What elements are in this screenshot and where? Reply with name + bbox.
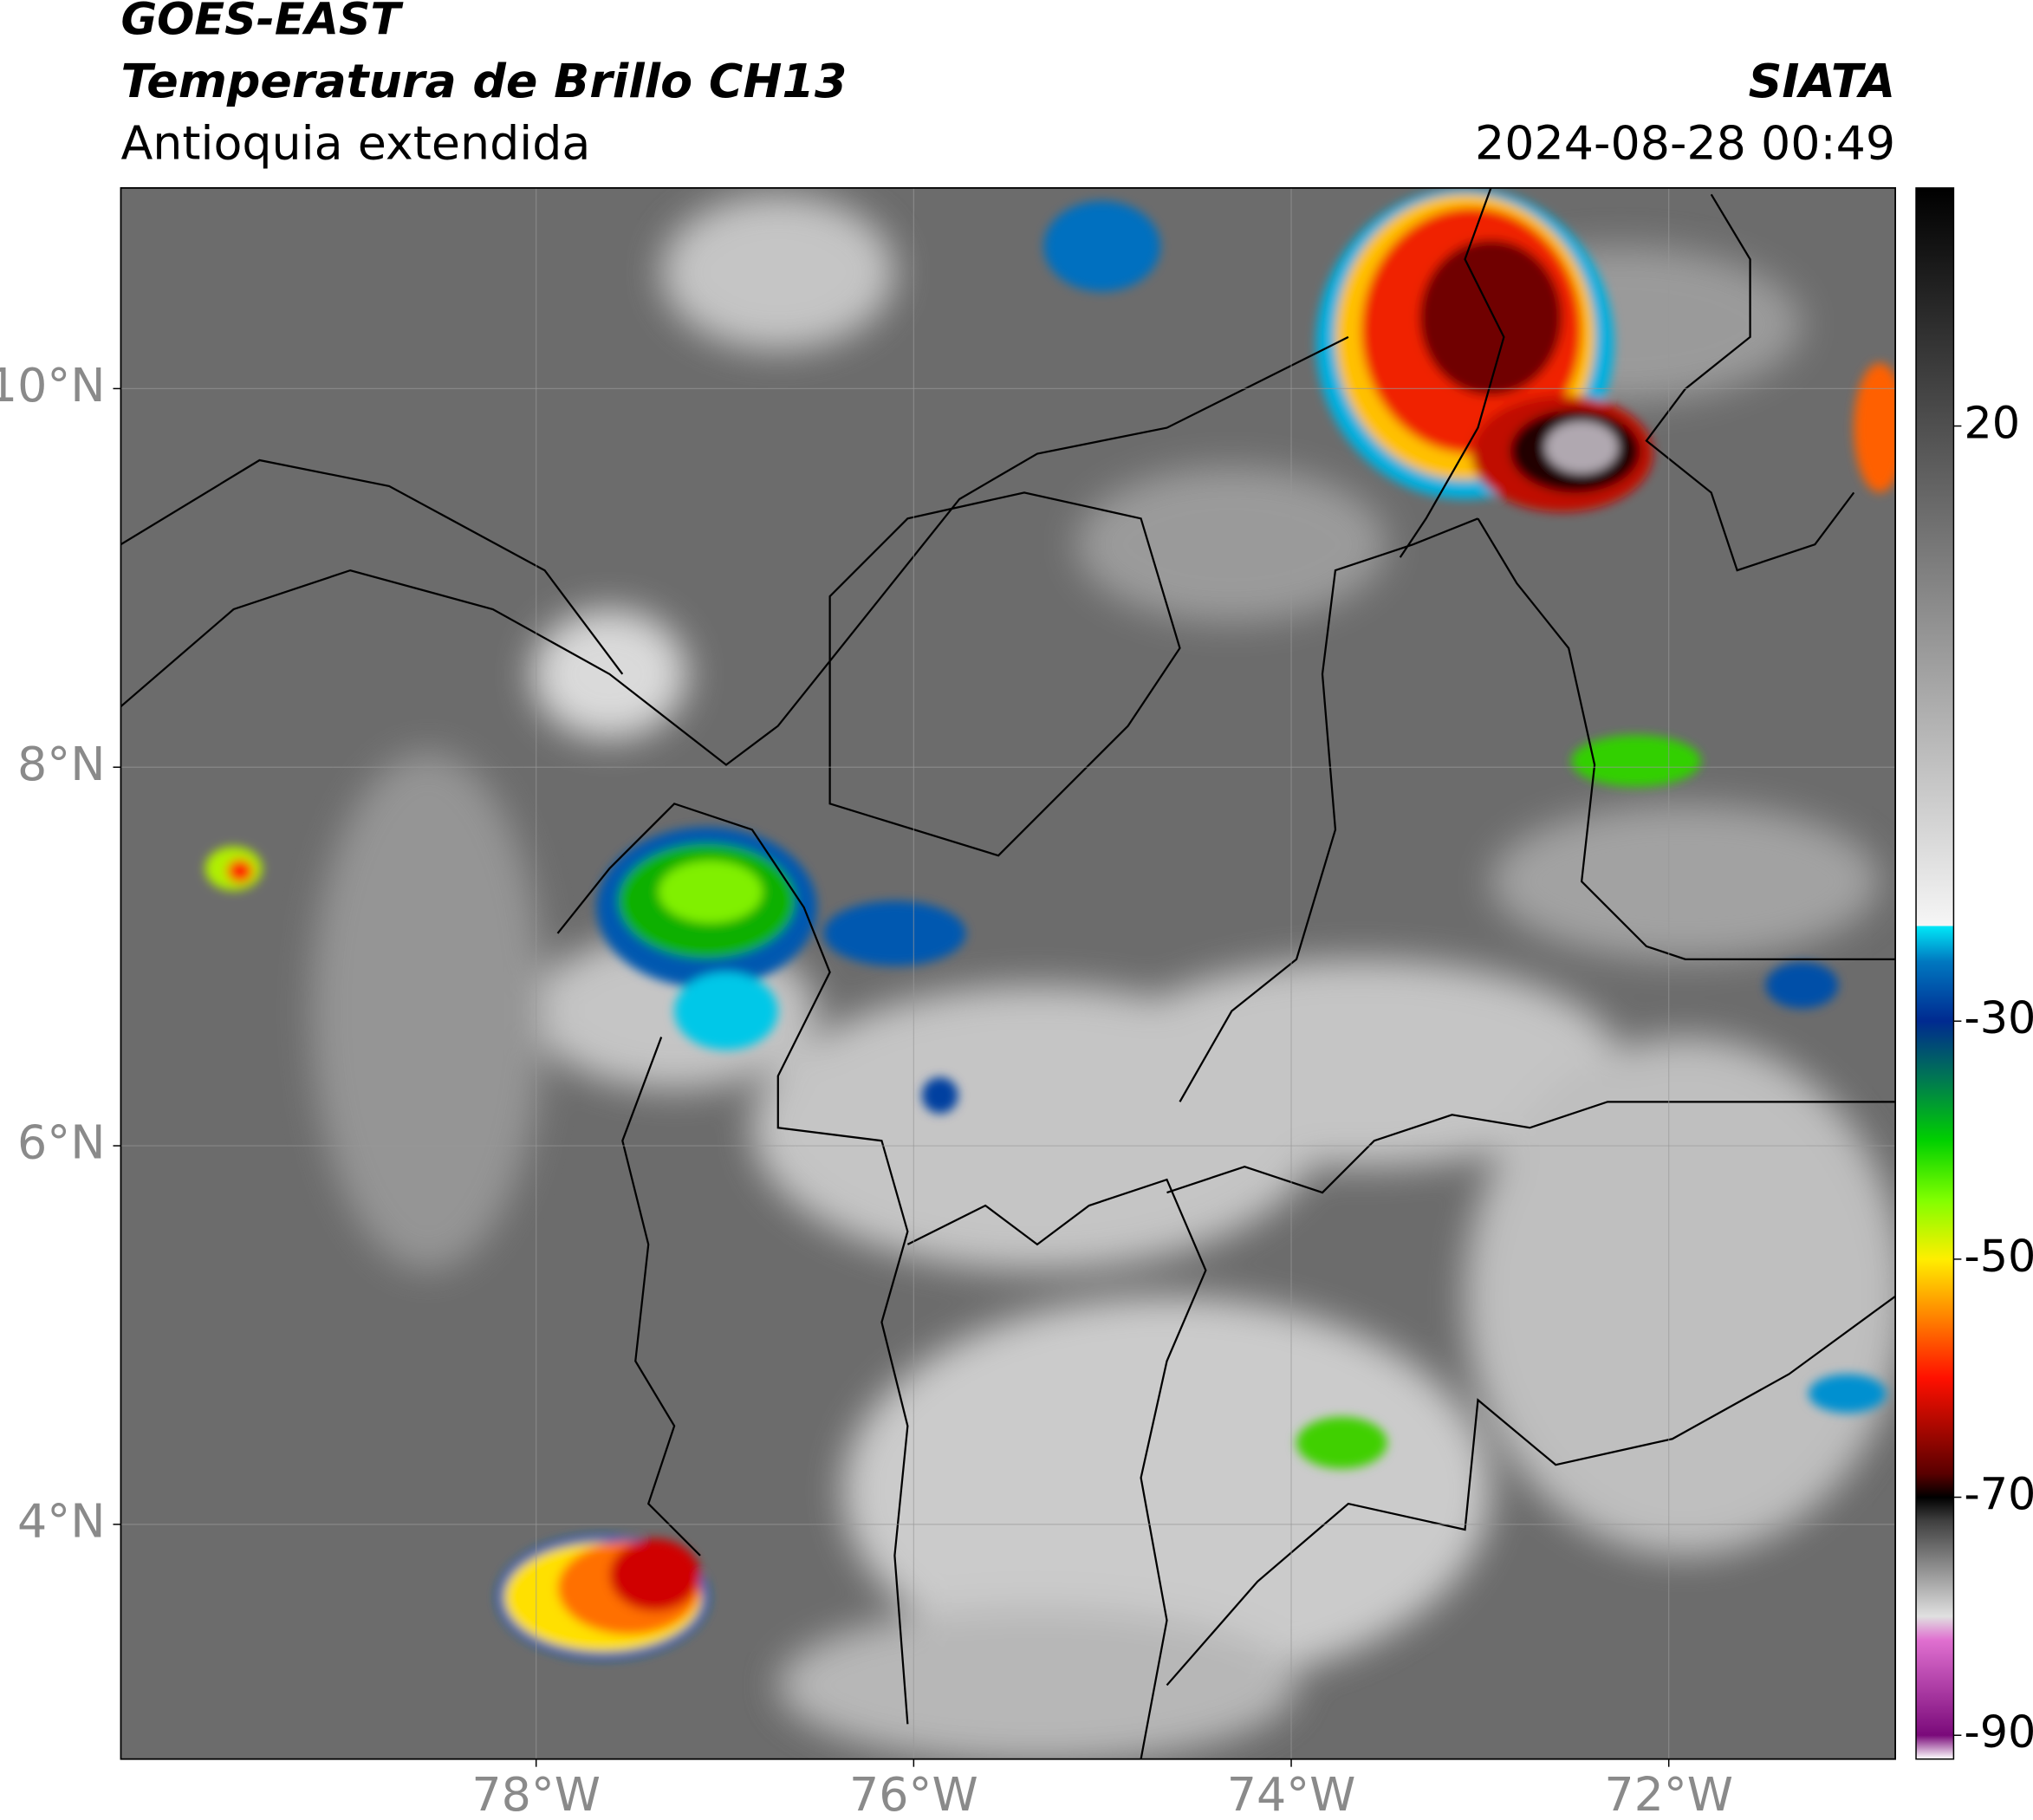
x-tick-label: 78°W	[471, 1767, 601, 1820]
title-satellite: GOES-EAST	[120, 0, 404, 44]
title-datetime: 2024-08-28 00:49	[1475, 116, 1895, 171]
title-product: Temperatura de Brillo CH13	[120, 54, 847, 108]
colorbar-tick-label: -90	[1964, 1706, 2033, 1758]
colorbar-tick-label: 20	[1964, 398, 2020, 449]
title-source: SIATA	[1749, 54, 1896, 108]
colorbar	[1915, 187, 1955, 1760]
x-tick-label: 76°W	[849, 1767, 978, 1820]
map-image	[120, 187, 1896, 1759]
borders	[120, 187, 1896, 1759]
colorbar-tick-label: -70	[1964, 1469, 2033, 1520]
y-tick-label: 6°N	[17, 1115, 105, 1170]
colorbar-tick-label: -30	[1964, 992, 2033, 1043]
x-tick-label: 74°W	[1227, 1767, 1356, 1820]
y-tick-label: 10°N	[0, 358, 106, 413]
grid	[113, 187, 1896, 1767]
colorbar-ticks: -90 -70 -50 -30 20	[1953, 398, 2033, 1758]
title-region: Antioquia extendida	[120, 116, 590, 171]
x-tick-label: 72°W	[1604, 1767, 1733, 1820]
y-tick-label: 4°N	[17, 1494, 105, 1549]
y-tick-label: 8°N	[17, 737, 105, 791]
colorbar-tick-label: -50	[1964, 1231, 2033, 1282]
map-frame	[120, 186, 1896, 1760]
